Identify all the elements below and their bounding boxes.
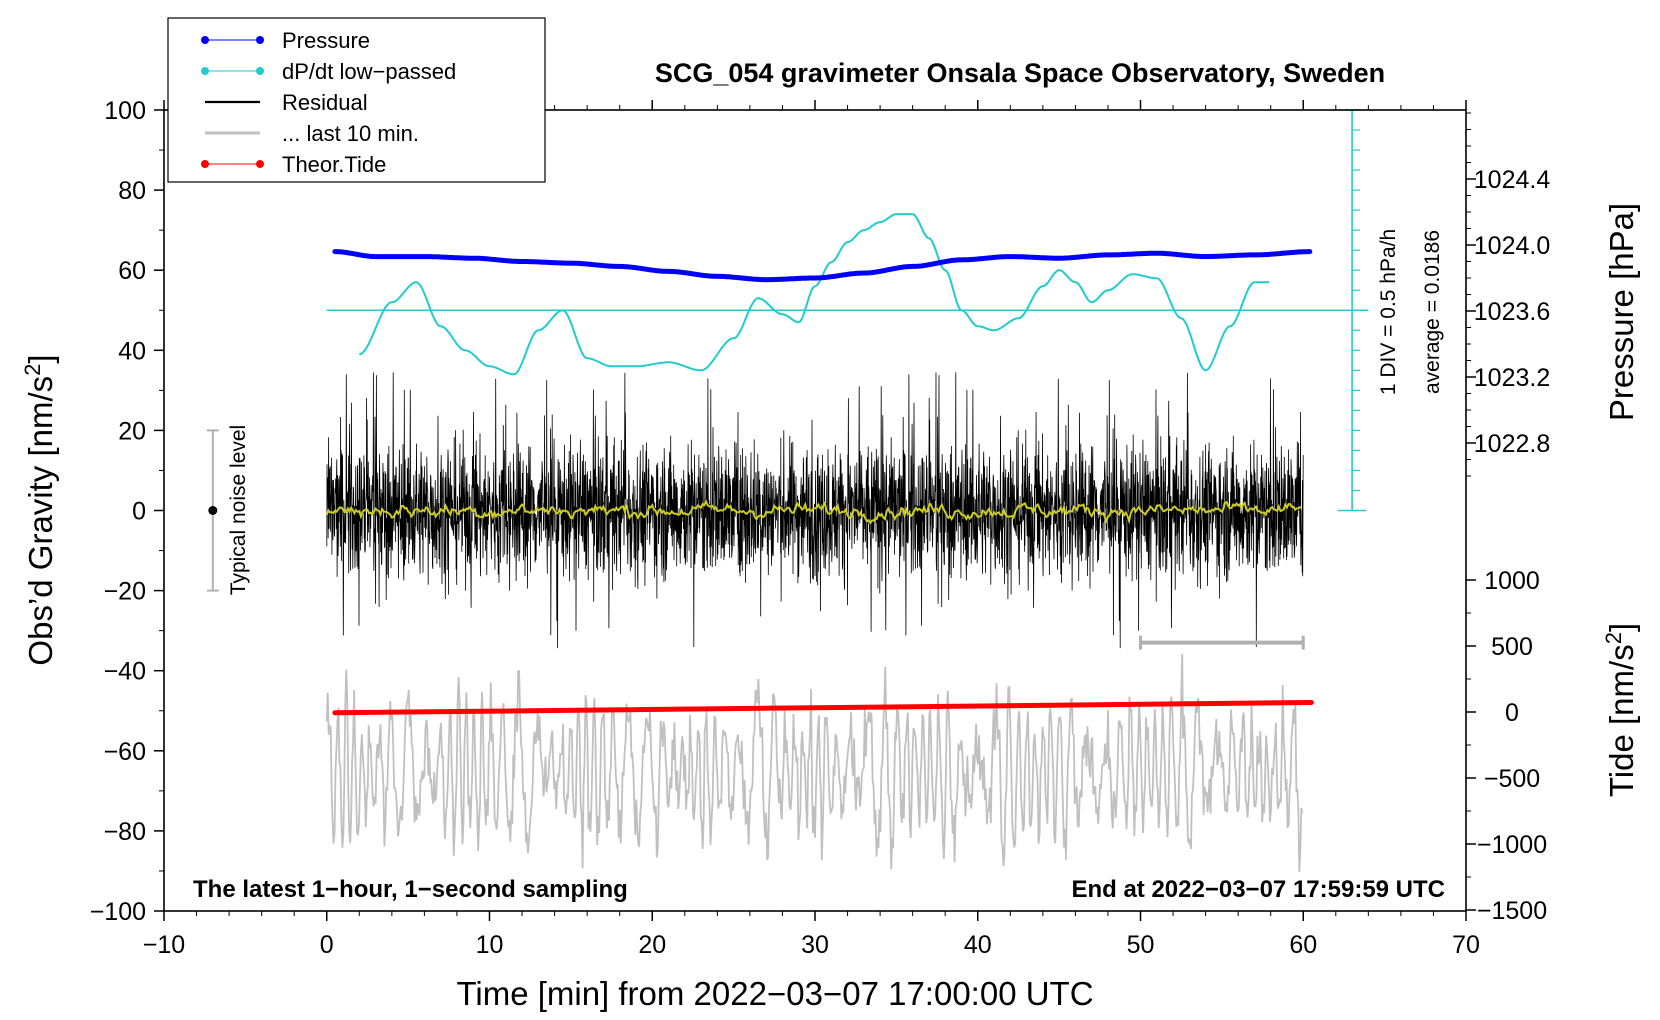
theoretical-tide-series [332, 699, 1314, 716]
tide-tick-label: −500 [1484, 765, 1540, 793]
smoothed-residual-line [325, 498, 1303, 525]
x-axis-title: Time [min] from 2022−03−07 17:00:00 UTC [456, 975, 1093, 1012]
legend-swatch-marker-end [256, 67, 264, 75]
pressure-tick-label: 1022.8 [1474, 430, 1550, 458]
x-tick-label: 40 [964, 931, 992, 959]
last-10-min-series [325, 653, 1304, 872]
x-tick-label: 30 [801, 931, 829, 959]
sampling-note: The latest 1−hour, 1−second sampling [193, 876, 628, 903]
pressure-tick-label: 1024.4 [1474, 166, 1551, 194]
pressure-tick-label: 1023.6 [1474, 298, 1550, 326]
annotations [206, 109, 1367, 650]
legend-swatch-marker-start [201, 67, 209, 75]
pressure-tick-label: 1024.0 [1474, 232, 1550, 260]
x-tick-label: −10 [143, 931, 185, 959]
noise-bar-dot [208, 506, 218, 515]
tide-axis-title-end: ] [1603, 623, 1640, 632]
y-tick-label: 80 [118, 177, 146, 205]
pressure-line [332, 249, 1313, 283]
legend-box [167, 17, 546, 183]
legend-swatch-marker-end [256, 36, 264, 44]
tide-line [332, 699, 1314, 716]
y-tick-label: 100 [104, 97, 146, 125]
legend: Pressure dP/dt low−passed Residual ... last… [167, 17, 546, 183]
legend-items: Pressure dP/dt low−passed Residual ... last… [201, 28, 456, 177]
y-tick-label: −80 [104, 818, 146, 846]
x-tick-label: 20 [638, 931, 666, 959]
legend-swatch-marker-start [201, 36, 209, 44]
last-10-min-line [325, 653, 1304, 872]
y-axis-title-left-sup: 2 [20, 364, 45, 376]
residual-line [326, 372, 1304, 649]
y-tick-label: 0 [132, 498, 146, 526]
x-tick-label: 60 [1289, 931, 1317, 959]
legend-label: Theor.Tide [282, 152, 386, 177]
legend-swatch-marker-start [201, 160, 209, 168]
tide-axis-title: Tide [nm/s2] [1601, 623, 1640, 797]
pressure-series [332, 249, 1313, 283]
tide-tick-label: 1000 [1484, 567, 1540, 595]
residual-series [326, 372, 1304, 649]
tide-tick-label: −1500 [1477, 897, 1547, 925]
legend-label: ... last 10 min. [282, 121, 419, 146]
y-axis-title-left: Obs’d Gravity [nm/s2] [20, 354, 59, 665]
end-time-note: End at 2022−03−07 17:59:59 UTC [1071, 876, 1445, 903]
y-tick-label: 40 [118, 337, 146, 365]
axis-ticks: −10 0 10 20 30 40 50 60 70100806040200−20−40−60−… [90, 97, 1551, 959]
y-tick-label: −60 [104, 738, 146, 766]
tide-axis-title-sup: 2 [1601, 632, 1626, 644]
tide-axis-title-main: Tide [nm/s [1603, 644, 1640, 797]
pressure-axis-title: Pressure [hPa] [1603, 203, 1640, 421]
div-scale-text: 1 DIV = 0.5 hPa/h [1377, 229, 1400, 395]
pressure-tick-label: 1023.2 [1474, 364, 1550, 392]
residual-smoothed-series [325, 498, 1303, 525]
legend-label: Pressure [282, 28, 370, 53]
legend-label: dP/dt low−passed [282, 59, 456, 84]
tide-tick-label: 0 [1505, 699, 1519, 727]
legend-swatch-marker-end [256, 160, 264, 168]
tide-tick-label: −1000 [1477, 831, 1547, 859]
x-tick-label: 10 [476, 931, 504, 959]
dpdt-line [359, 213, 1270, 376]
y-axis-title-left-main: Obs’d Gravity [nm/s [22, 376, 59, 666]
x-tick-label: 0 [320, 931, 334, 959]
x-tick-label: 70 [1452, 931, 1480, 959]
y-axis-title-left-end: ] [22, 354, 59, 363]
y-tick-label: 60 [118, 257, 146, 285]
noise-level-label: Typical noise level [227, 425, 250, 595]
tide-tick-label: 500 [1491, 633, 1533, 661]
y-tick-label: −20 [104, 578, 146, 606]
dpdt-series [326, 213, 1369, 376]
y-tick-label: −100 [90, 898, 146, 926]
x-tick-label: 50 [1127, 931, 1155, 959]
y-tick-label: −40 [104, 658, 146, 686]
average-text: average = 0.0186 [1421, 230, 1444, 394]
y-tick-label: 20 [118, 417, 146, 445]
legend-label: Residual [282, 90, 368, 115]
chart-title: SCG_054 gravimeter Onsala Space Observat… [655, 58, 1385, 88]
